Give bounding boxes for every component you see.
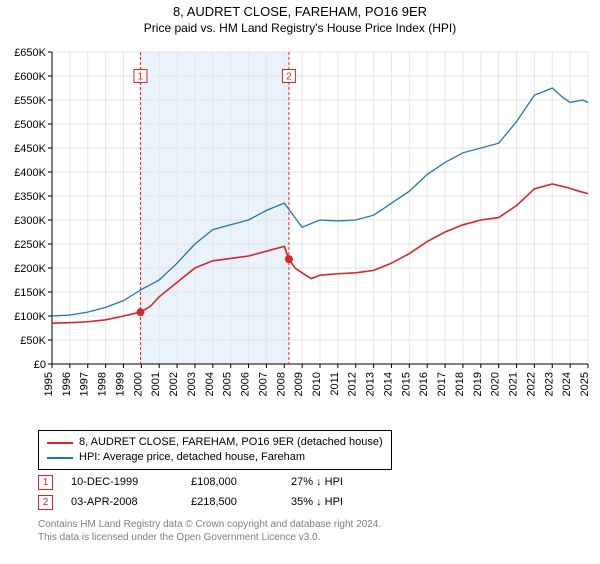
svg-text:£350K: £350K (14, 191, 46, 203)
event-table: 1 10-DEC-1999 £108,000 27% ↓ HPI 2 03-AP… (38, 472, 391, 512)
svg-text:2000: 2000 (132, 372, 144, 396)
svg-text:2015: 2015 (400, 372, 412, 396)
legend-label: HPI: Average price, detached house, Fare… (79, 450, 305, 465)
svg-text:2021: 2021 (508, 372, 520, 396)
svg-text:£600K: £600K (14, 71, 46, 83)
event-date: 10-DEC-1999 (71, 476, 191, 488)
legend: 8, AUDRET CLOSE, FAREHAM, PO16 9ER (deta… (38, 430, 392, 470)
svg-text:£150K: £150K (14, 287, 46, 299)
svg-text:2016: 2016 (418, 372, 430, 396)
svg-text:2017: 2017 (436, 372, 448, 396)
svg-text:1999: 1999 (114, 372, 126, 396)
svg-text:2009: 2009 (293, 372, 305, 396)
event-pct: 35% ↓ HPI (291, 496, 391, 508)
svg-text:2024: 2024 (561, 372, 573, 396)
event-pct: 27% ↓ HPI (291, 476, 391, 488)
svg-text:2007: 2007 (257, 372, 269, 396)
svg-text:2: 2 (286, 72, 292, 83)
footer-line: Contains HM Land Registry data © Crown c… (38, 518, 381, 531)
svg-text:£550K: £550K (14, 95, 46, 107)
chart-svg: £0 £50K £100K £150K £200K £250K £300K £350K £400… (0, 44, 600, 424)
legend-swatch (47, 457, 73, 459)
event-price: £108,000 (191, 476, 291, 488)
svg-text:£50K: £50K (20, 335, 46, 347)
svg-text:2025: 2025 (579, 372, 591, 396)
svg-text:2004: 2004 (204, 372, 216, 396)
svg-text:£300K: £300K (14, 215, 46, 227)
event-row: 2 03-APR-2008 £218,500 35% ↓ HPI (38, 492, 391, 512)
svg-text:2011: 2011 (329, 372, 341, 396)
svg-text:£100K: £100K (14, 311, 46, 323)
svg-text:2001: 2001 (150, 372, 162, 396)
event-date: 03-APR-2008 (71, 496, 191, 508)
svg-text:£0: £0 (34, 359, 46, 371)
svg-text:2008: 2008 (275, 372, 287, 396)
svg-text:2023: 2023 (543, 372, 555, 396)
svg-text:2010: 2010 (311, 372, 323, 396)
svg-text:2003: 2003 (186, 372, 198, 396)
svg-text:2018: 2018 (454, 372, 466, 396)
svg-text:2022: 2022 (525, 372, 537, 396)
svg-text:2019: 2019 (472, 372, 484, 396)
svg-text:2006: 2006 (240, 372, 252, 396)
svg-text:1997: 1997 (79, 372, 91, 396)
event-price: £218,500 (191, 496, 291, 508)
chart-subtitle: Price paid vs. HM Land Registry's House … (0, 21, 600, 35)
svg-text:2013: 2013 (365, 372, 377, 396)
svg-text:1996: 1996 (61, 372, 73, 396)
legend-label: 8, AUDRET CLOSE, FAREHAM, PO16 9ER (deta… (79, 435, 383, 450)
svg-text:2020: 2020 (490, 372, 502, 396)
svg-text:1995: 1995 (43, 372, 55, 396)
svg-text:1998: 1998 (97, 372, 109, 396)
svg-text:2002: 2002 (168, 372, 180, 396)
legend-swatch (47, 442, 73, 444)
legend-item: HPI: Average price, detached house, Fare… (47, 450, 383, 465)
svg-text:£400K: £400K (14, 167, 46, 179)
svg-text:2012: 2012 (347, 372, 359, 396)
svg-text:£450K: £450K (14, 143, 46, 155)
svg-text:2014: 2014 (382, 372, 394, 396)
event-marker-icon: 2 (38, 495, 53, 510)
svg-text:£500K: £500K (14, 119, 46, 131)
chart-title: 8, AUDRET CLOSE, FAREHAM, PO16 9ER (0, 4, 600, 19)
svg-text:£250K: £250K (14, 239, 46, 251)
chart-plot-area: £0 £50K £100K £150K £200K £250K £300K £350K £400… (0, 44, 600, 424)
legend-item: 8, AUDRET CLOSE, FAREHAM, PO16 9ER (deta… (47, 435, 383, 450)
svg-text:2005: 2005 (222, 372, 234, 396)
footer: Contains HM Land Registry data © Crown c… (38, 518, 381, 544)
event-marker-icon: 1 (38, 475, 53, 490)
svg-text:£650K: £650K (14, 47, 46, 59)
svg-text:£200K: £200K (14, 263, 46, 275)
event-row: 1 10-DEC-1999 £108,000 27% ↓ HPI (38, 472, 391, 492)
chart-container: 8, AUDRET CLOSE, FAREHAM, PO16 9ER Price… (0, 4, 600, 564)
svg-text:1: 1 (138, 72, 144, 83)
footer-line: This data is licensed under the Open Gov… (38, 531, 381, 544)
